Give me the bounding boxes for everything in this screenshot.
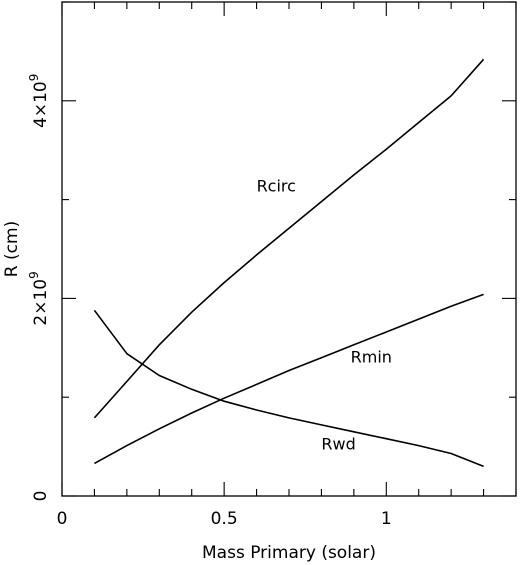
x-tick-label: 0 bbox=[57, 509, 68, 529]
series-annotations: Rcirc Rmin Rwd bbox=[257, 177, 392, 454]
axis-ticks bbox=[61, 1, 517, 497]
y-axis-label: R (cm) bbox=[2, 221, 22, 277]
y-tick-label: 0 bbox=[31, 491, 51, 502]
x-tick-label: 0.5 bbox=[211, 509, 238, 529]
y-tick-label: 4×109 bbox=[27, 74, 51, 128]
series-line-rwd bbox=[93, 309, 484, 468]
plot-frame bbox=[61, 1, 517, 497]
annotation-rwd: Rwd bbox=[321, 435, 355, 454]
x-tick-label: 1 bbox=[381, 509, 392, 529]
series-lines bbox=[93, 58, 485, 468]
y-tick-labels: 0 2×109 4×109 bbox=[27, 74, 51, 502]
series-line-rmin bbox=[94, 293, 484, 465]
annotation-rmin: Rmin bbox=[351, 348, 392, 367]
series-line-rcirc bbox=[93, 58, 485, 419]
y-tick-label: 2×109 bbox=[27, 271, 51, 325]
x-tick-labels: 0 0.5 1 bbox=[57, 509, 392, 529]
x-axis-label: Mass Primary (solar) bbox=[202, 543, 376, 563]
annotation-rcirc: Rcirc bbox=[257, 177, 296, 196]
